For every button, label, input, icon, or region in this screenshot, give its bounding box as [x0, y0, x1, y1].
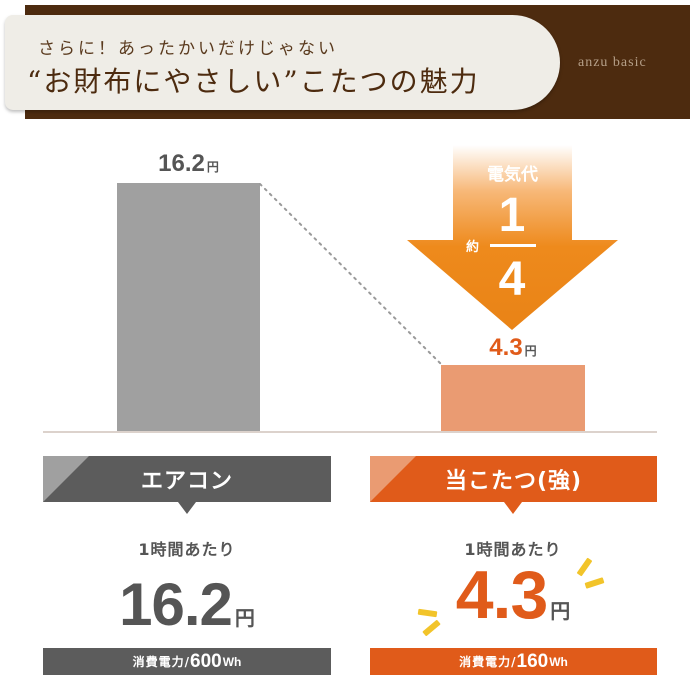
fraction-numerator: 1 — [498, 189, 526, 242]
fraction-denominator: 4 — [498, 253, 526, 306]
banner-corner-accent — [43, 456, 89, 502]
banner-corner-accent — [370, 456, 416, 502]
per-hour-label-aircon: 1時間あたり — [138, 540, 236, 559]
bar-aircon — [117, 183, 260, 432]
category-banner-kotatsu: 当こたつ(強) — [370, 456, 657, 502]
chart-baseline — [43, 431, 657, 433]
fraction-bar — [490, 244, 536, 247]
banner-pointer — [178, 502, 196, 514]
bar-kotatsu — [441, 365, 585, 432]
down-arrow-icon — [407, 145, 618, 330]
cost-value-aircon: 16.2 円 — [119, 571, 255, 638]
header-title-panel — [5, 15, 560, 110]
dotted-connector — [259, 183, 443, 366]
per-hour-label-kotatsu: 1時間あたり — [464, 540, 562, 559]
power-consumption-aircon: 消費電力/600 Wh — [43, 648, 331, 675]
category-banner-aircon: エアコン — [43, 456, 331, 502]
bar-value-label-kotatsu: 4.3 円 — [489, 334, 537, 361]
header-subtitle: さらに！あったかいだけじゃない — [38, 39, 338, 59]
category-name: エアコン — [140, 469, 233, 494]
category-name: 当こたつ(強) — [444, 469, 583, 494]
brand-label: anzu basic — [578, 55, 647, 70]
bar-value-label-aircon: 16.2 円 — [158, 150, 219, 177]
header-title: “お財布にやさしい”こたつの魅力 — [27, 65, 480, 98]
fraction-prefix: 約 — [466, 240, 480, 255]
power-consumption-kotatsu: 消費電力/160 Wh — [370, 648, 657, 675]
banner-pointer — [504, 502, 522, 514]
arrow-label: 電気代 — [487, 165, 538, 185]
cost-value-kotatsu: 4.3 円 — [455, 557, 571, 633]
